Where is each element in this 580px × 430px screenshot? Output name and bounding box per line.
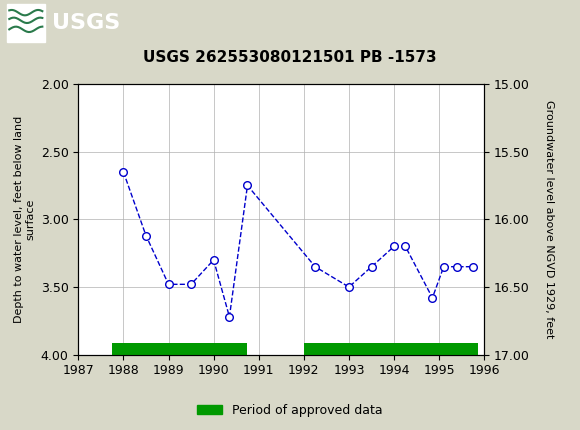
Bar — [7, 3, 45, 42]
Legend: Period of approved data: Period of approved data — [192, 399, 388, 421]
Text: USGS 262553080121501 PB -1573: USGS 262553080121501 PB -1573 — [143, 49, 437, 64]
Y-axis label: Groundwater level above NGVD 1929, feet: Groundwater level above NGVD 1929, feet — [544, 100, 554, 338]
Y-axis label: Depth to water level, feet below land
surface: Depth to water level, feet below land su… — [13, 116, 35, 323]
Text: USGS: USGS — [52, 12, 120, 33]
